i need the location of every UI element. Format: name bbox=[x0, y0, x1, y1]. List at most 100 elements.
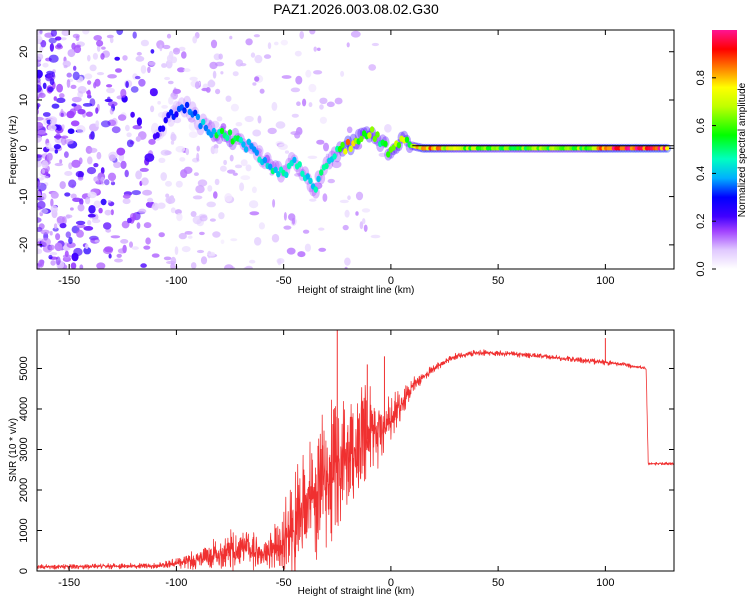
spectrogram-noise-blob bbox=[140, 39, 149, 47]
spectrogram-noise-blob bbox=[148, 61, 156, 66]
spectrogram-noise-blob bbox=[134, 75, 141, 80]
spectrogram-noise-blob bbox=[106, 84, 113, 88]
spectrogram-noise-blob bbox=[309, 198, 317, 202]
spectrogram-y-tick-label: 20 bbox=[18, 46, 30, 58]
spectrogram-noise-blob bbox=[251, 186, 257, 194]
spectrogram-noise-blob bbox=[218, 53, 223, 60]
signal-point bbox=[391, 144, 396, 151]
spectrogram-noise-blob bbox=[252, 82, 257, 86]
spectrogram-noise-blob bbox=[83, 226, 94, 231]
spectrogram-noise-blob bbox=[159, 44, 163, 52]
spectrogram-noise-blob bbox=[96, 40, 104, 47]
snr-x-tick-label: 100 bbox=[596, 577, 614, 589]
spectrogram-noise-blob bbox=[245, 164, 252, 172]
spectrogram-noise-blob bbox=[180, 169, 188, 179]
spectrogram-noise-blob bbox=[208, 253, 216, 257]
spectrogram-noise-blob bbox=[318, 227, 325, 231]
spectrogram-noise-blob bbox=[253, 34, 260, 38]
spectrogram-noise-blob bbox=[93, 176, 100, 183]
spectrogram-noise-blob bbox=[61, 135, 69, 139]
spectrogram-noise-blob bbox=[160, 149, 171, 156]
spectrogram-noise-blob bbox=[296, 101, 301, 106]
spectrogram-noise-blob bbox=[252, 129, 262, 137]
spectrogram-noise-blob bbox=[77, 204, 85, 212]
signal-point bbox=[241, 141, 246, 148]
spectrogram-noise-blob bbox=[91, 218, 101, 224]
spectrogram-noise-blob bbox=[55, 133, 61, 140]
spectrogram-noise-blob bbox=[96, 72, 105, 76]
spectrogram-noise-blob bbox=[239, 182, 245, 192]
snr-x-tick-label: -100 bbox=[165, 577, 187, 589]
spectrogram-noise-blob bbox=[136, 51, 142, 56]
spectrogram-noise-blob bbox=[207, 185, 213, 192]
spectrogram-noise-blob bbox=[66, 79, 71, 88]
signal-point bbox=[337, 145, 343, 153]
spectrogram-noise-blob bbox=[87, 191, 97, 199]
spectrogram-noise-blob bbox=[224, 193, 233, 202]
spectrogram-noise-blob bbox=[290, 131, 301, 136]
spectrogram-noise-blob bbox=[56, 83, 63, 93]
spectrogram-noise-blob bbox=[346, 126, 353, 134]
spectrogram-noise-blob bbox=[126, 139, 134, 148]
spectrogram-noise-blob bbox=[308, 102, 313, 108]
spectrogram-noise-blob bbox=[109, 37, 114, 44]
spectrogram-noise-blob bbox=[201, 87, 209, 92]
spectrogram-noise-blob bbox=[322, 193, 328, 202]
spectrogram-noise-blob bbox=[259, 88, 265, 94]
spectrogram-y-label: Frequency (Hz) bbox=[8, 116, 19, 185]
spectrogram-noise-blob bbox=[64, 250, 69, 257]
spectrogram-noise-blob bbox=[61, 136, 67, 146]
signal-point bbox=[203, 124, 209, 132]
snr-y-tick-label: 4000 bbox=[18, 397, 30, 421]
signal-point bbox=[367, 132, 372, 139]
spectrogram-noise-blob bbox=[87, 220, 92, 226]
spectrogram-noise-blob bbox=[213, 191, 218, 199]
spectrogram-noise-blob bbox=[244, 115, 254, 123]
spectrogram-noise-blob bbox=[48, 37, 57, 44]
spectrogram-noise-blob bbox=[37, 217, 42, 223]
spectrogram-noise bbox=[37, 30, 392, 269]
spectrogram-noise-blob bbox=[245, 38, 253, 46]
spectrogram-noise-blob bbox=[101, 46, 106, 50]
spectrogram-noise-blob bbox=[59, 93, 65, 99]
spectrogram-noise-blob bbox=[147, 66, 151, 74]
spectrogram-noise-blob bbox=[66, 242, 76, 249]
spectrogram-noise-blob bbox=[96, 262, 106, 269]
signal-point bbox=[211, 127, 217, 135]
spectrogram-noise-blob bbox=[181, 246, 191, 253]
spectrogram-noise-blob bbox=[316, 139, 325, 145]
spectrogram-signal bbox=[151, 95, 674, 199]
spectrogram-noise-blob bbox=[230, 238, 238, 242]
spectrogram-noise-blob bbox=[160, 172, 167, 181]
spectrogram-noise-blob bbox=[196, 249, 205, 254]
spectrogram-noise-blob bbox=[363, 224, 368, 232]
spectrogram-noise-blob bbox=[196, 152, 200, 162]
spectrogram-noise-blob bbox=[120, 160, 127, 169]
spectrogram-noise-blob bbox=[93, 200, 101, 209]
signal-point bbox=[343, 148, 348, 155]
signal-point bbox=[238, 136, 243, 144]
snr-x-tick-label: 0 bbox=[388, 577, 394, 589]
spectrogram-noise-blob bbox=[258, 222, 265, 230]
spectrogram-noise-blob bbox=[47, 86, 54, 93]
spectrogram-noise-blob bbox=[143, 245, 151, 250]
signal-point bbox=[319, 169, 324, 176]
spectrogram-y-tick-label: -10 bbox=[18, 189, 30, 205]
spectrogram-noise-blob bbox=[102, 247, 113, 255]
signal-point bbox=[268, 163, 273, 170]
signal-point bbox=[184, 101, 190, 109]
spectrogram-noise-blob bbox=[161, 63, 167, 68]
spectrogram-noise-blob bbox=[64, 139, 74, 145]
spectrogram-noise-blob bbox=[87, 213, 96, 218]
spectrogram-noise-blob bbox=[355, 191, 364, 201]
spectrogram-noise-blob bbox=[210, 39, 218, 49]
signal-point bbox=[195, 113, 201, 121]
spectrogram-noise-blob bbox=[220, 239, 225, 245]
spectrogram-noise-blob bbox=[37, 35, 43, 44]
spectrogram-noise-blob bbox=[249, 259, 256, 264]
spectrogram-noise-blob bbox=[249, 211, 260, 216]
spectrogram-noise-blob bbox=[73, 247, 83, 257]
spectrogram-noise-blob bbox=[254, 54, 263, 64]
spectrogram-noise-blob bbox=[37, 227, 43, 232]
spectrogram-noise-blob bbox=[94, 78, 101, 87]
